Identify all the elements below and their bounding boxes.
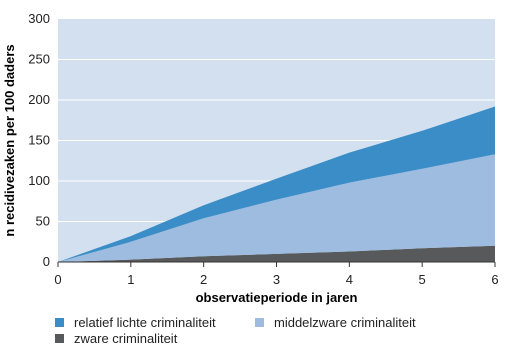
x-tick-label: 5	[419, 272, 426, 287]
y-tick-label: 100	[28, 173, 50, 188]
legend-swatch	[255, 318, 264, 327]
x-tick-label: 0	[54, 272, 61, 287]
y-axis-label: n recidivezaken per 100 daders	[2, 44, 17, 236]
y-tick-labels: 0 50 100 150 200 250 300	[28, 11, 50, 269]
y-tick-label: 150	[28, 133, 50, 148]
area-series	[58, 106, 495, 262]
legend-label: relatief lichte criminaliteit	[74, 315, 216, 330]
area-medium	[58, 154, 495, 262]
legend-label: middelzware criminaliteit	[274, 315, 416, 330]
x-axis-label: observatieperiode in jaren	[196, 290, 358, 305]
x-tick-label: 2	[200, 272, 207, 287]
legend-item-heavy: zware criminaliteit	[55, 331, 177, 346]
legend-swatch	[55, 318, 64, 327]
y-tick-label: 200	[28, 92, 50, 107]
legend-item-light: relatief lichte criminaliteit	[55, 315, 216, 330]
x-ticks: 0 1 2 3 4 5 6	[54, 262, 499, 287]
y-tick-label: 300	[28, 11, 50, 26]
legend-label: zware criminaliteit	[74, 331, 178, 346]
x-tick-label: 6	[491, 272, 498, 287]
y-tick-label: 50	[36, 214, 50, 229]
y-tick-label: 250	[28, 52, 50, 67]
area-light	[58, 106, 495, 262]
x-tick-label: 4	[346, 272, 353, 287]
x-tick-label: 1	[127, 272, 134, 287]
legend-item-medium: middelzware criminaliteit	[255, 315, 416, 330]
legend-swatch	[55, 334, 64, 343]
x-tick-label: 3	[273, 272, 280, 287]
y-tick-label: 0	[43, 254, 50, 269]
